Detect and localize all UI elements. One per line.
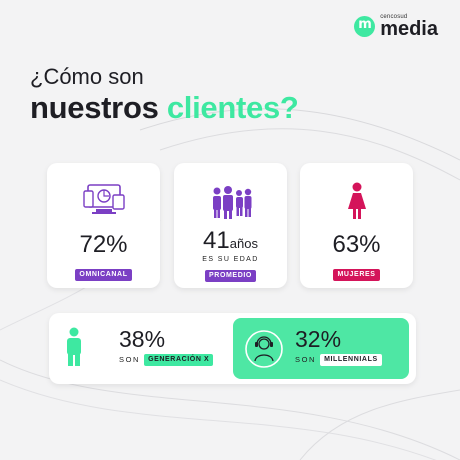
generation-value: 38% <box>119 326 166 352</box>
logo-mark-icon <box>354 16 376 37</box>
family-icon <box>212 186 251 219</box>
stat-value: 72% <box>79 231 128 258</box>
heading-word-accent: clientes? <box>166 90 299 125</box>
heading-line2: nuestros clientes? <box>30 90 299 126</box>
devices-icon <box>82 184 125 214</box>
stat-card-age: 41años ES SU EDAD PROMEDIO <box>174 163 287 288</box>
heading-line1: ¿Cómo son <box>30 64 144 89</box>
stat-value: 63% <box>332 231 381 258</box>
stat-card-omnichannel: 72% OMNICANAL <box>47 163 160 288</box>
stat-subtext: ES SU EDAD <box>202 256 259 263</box>
stat-value: 41años <box>203 227 258 254</box>
page-heading: ¿Cómo son nuestros clientes? <box>30 64 299 126</box>
stat-pill: PROMEDIO <box>205 270 256 282</box>
generations-card: 38% SON GENERACIÓN X 32% SON MILLENNIALS <box>49 313 416 384</box>
generation-label: SON GENERACIÓN X <box>119 354 214 366</box>
person-icon <box>67 327 81 366</box>
generation-prefix: SON <box>295 355 317 365</box>
stat-pill: OMNICANAL <box>75 269 132 281</box>
generation-x-panel: 38% SON GENERACIÓN X <box>49 313 232 384</box>
woman-icon <box>347 182 366 219</box>
generation-pill: MILLENNIALS <box>320 354 382 366</box>
generation-label: SON MILLENNIALS <box>295 354 382 366</box>
brand-logo: cencosud media <box>354 14 438 39</box>
stat-card-women: 63% MUJERES <box>300 163 413 288</box>
logo-big-text: media <box>380 18 438 40</box>
millennials-panel: 32% SON MILLENNIALS <box>233 318 409 379</box>
heading-word-dark: nuestros <box>30 90 159 125</box>
headphones-person-icon <box>245 330 283 368</box>
generation-pill: GENERACIÓN X <box>144 354 214 366</box>
generation-value: 32% <box>295 326 342 352</box>
logo-small-text: cencosud <box>380 14 408 20</box>
generation-prefix: SON <box>119 355 141 365</box>
stat-pill: MUJERES <box>333 269 380 281</box>
stat-unit: años <box>229 236 258 251</box>
